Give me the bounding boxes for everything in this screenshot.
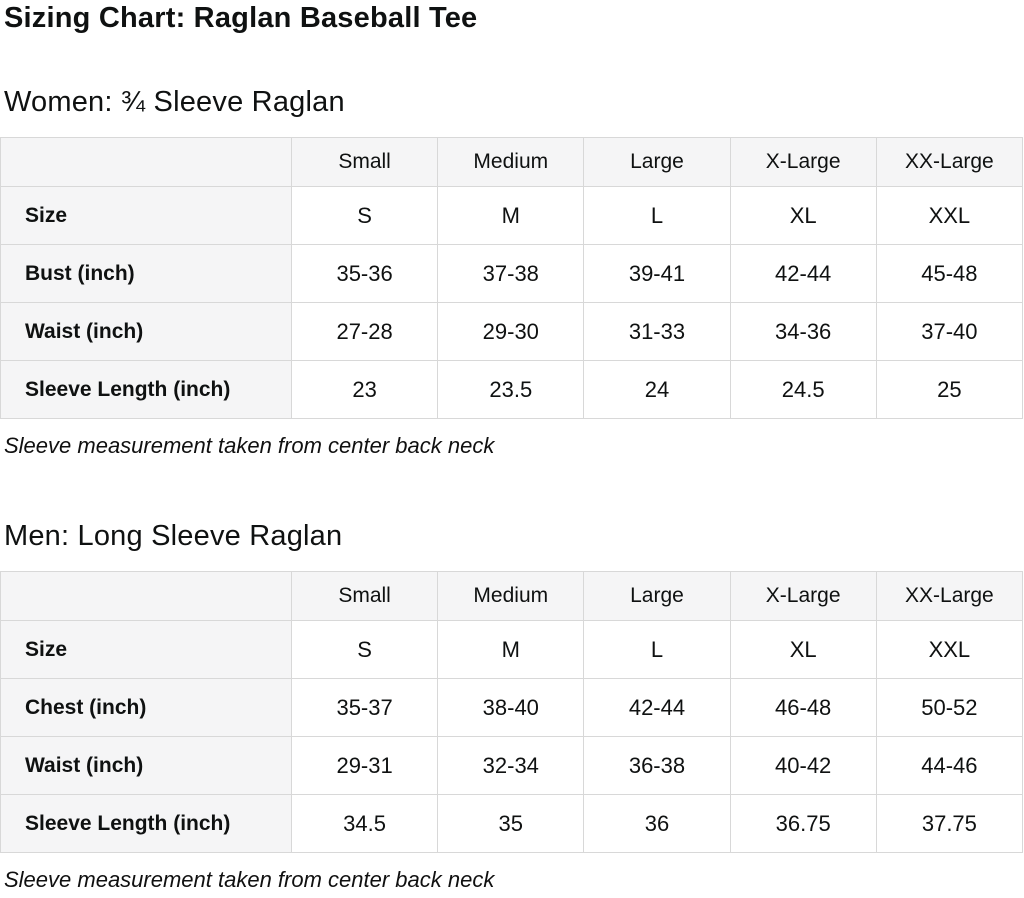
men-header-row: Small Medium Large X-Large XX-Large (0, 571, 1024, 621)
column-header-medium: Medium (437, 571, 585, 621)
table-row-size: Size S M L XL XXL (0, 620, 1024, 679)
table-cell: L (583, 620, 731, 679)
row-label: Size (0, 620, 292, 679)
men-sizing-table: Small Medium Large X-Large XX-Large Size… (0, 571, 1024, 853)
table-cell: 42-44 (729, 244, 877, 303)
table-cell: 23 (290, 360, 439, 419)
table-cell: 34.5 (290, 794, 439, 853)
column-header-large: Large (583, 137, 731, 187)
column-header-xx-large: XX-Large (875, 137, 1024, 187)
table-row-waist: Waist (inch) 27-28 29-30 31-33 34-36 37-… (0, 302, 1024, 361)
women-sizing-table: Small Medium Large X-Large XX-Large Size… (0, 137, 1024, 419)
men-section-heading: Men: Long Sleeve Raglan (4, 520, 343, 552)
women-header-row: Small Medium Large X-Large XX-Large (0, 137, 1024, 187)
table-cell: 27-28 (290, 302, 439, 361)
table-cell: 37.75 (875, 794, 1024, 853)
table-row-bust: Bust (inch) 35-36 37-38 39-41 42-44 45-4… (0, 244, 1024, 303)
row-label: Sleeve Length (inch) (0, 794, 292, 853)
women-sleeve-note: Sleeve measurement taken from center bac… (4, 433, 495, 458)
row-label: Waist (inch) (0, 736, 292, 795)
table-cell: 40-42 (729, 736, 877, 795)
table-cell: 44-46 (875, 736, 1024, 795)
table-cell: 50-52 (875, 678, 1024, 737)
column-header-large: Large (583, 571, 731, 621)
table-cell: 38-40 (437, 678, 585, 737)
table-cell: 34-36 (729, 302, 877, 361)
column-header-xx-large: XX-Large (875, 571, 1024, 621)
men-sleeve-note: Sleeve measurement taken from center bac… (4, 867, 495, 892)
row-label: Bust (inch) (0, 244, 292, 303)
table-cell: 35 (437, 794, 585, 853)
table-cell: 32-34 (437, 736, 585, 795)
table-cell: 35-36 (290, 244, 439, 303)
column-header-medium: Medium (437, 137, 585, 187)
table-row-sleeve-length: Sleeve Length (inch) 34.5 35 36 36.75 37… (0, 794, 1024, 853)
table-cell: M (437, 186, 585, 245)
table-cell: M (437, 620, 585, 679)
column-header-x-large: X-Large (729, 571, 877, 621)
table-cell: XXL (875, 186, 1024, 245)
row-label: Waist (inch) (0, 302, 292, 361)
table-cell: L (583, 186, 731, 245)
table-row-chest: Chest (inch) 35-37 38-40 42-44 46-48 50-… (0, 678, 1024, 737)
table-cell: 42-44 (583, 678, 731, 737)
corner-cell (0, 137, 292, 187)
table-cell: XXL (875, 620, 1024, 679)
table-cell: 37-38 (437, 244, 585, 303)
table-cell: 36-38 (583, 736, 731, 795)
table-cell: 45-48 (875, 244, 1024, 303)
row-label: Sleeve Length (inch) (0, 360, 292, 419)
table-cell: 39-41 (583, 244, 731, 303)
table-cell: 25 (875, 360, 1024, 419)
table-cell: 31-33 (583, 302, 731, 361)
table-cell: XL (729, 620, 877, 679)
table-cell: 37-40 (875, 302, 1024, 361)
table-cell: 29-30 (437, 302, 585, 361)
table-cell: 36 (583, 794, 731, 853)
table-cell: S (290, 620, 439, 679)
column-header-small: Small (290, 137, 439, 187)
table-cell: 24 (583, 360, 731, 419)
corner-cell (0, 571, 292, 621)
table-cell: S (290, 186, 439, 245)
table-cell: XL (729, 186, 877, 245)
column-header-small: Small (290, 571, 439, 621)
women-section-heading: Women: ¾ Sleeve Raglan (4, 86, 345, 118)
table-cell: 46-48 (729, 678, 877, 737)
column-header-x-large: X-Large (729, 137, 877, 187)
table-row-sleeve-length: Sleeve Length (inch) 23 23.5 24 24.5 25 (0, 360, 1024, 419)
table-cell: 23.5 (437, 360, 585, 419)
page-title: Sizing Chart: Raglan Baseball Tee (4, 2, 478, 34)
table-cell: 29-31 (290, 736, 439, 795)
table-row-size: Size S M L XL XXL (0, 186, 1024, 245)
table-cell: 36.75 (729, 794, 877, 853)
table-row-waist: Waist (inch) 29-31 32-34 36-38 40-42 44-… (0, 736, 1024, 795)
table-cell: 35-37 (290, 678, 439, 737)
row-label: Size (0, 186, 292, 245)
table-cell: 24.5 (729, 360, 877, 419)
row-label: Chest (inch) (0, 678, 292, 737)
